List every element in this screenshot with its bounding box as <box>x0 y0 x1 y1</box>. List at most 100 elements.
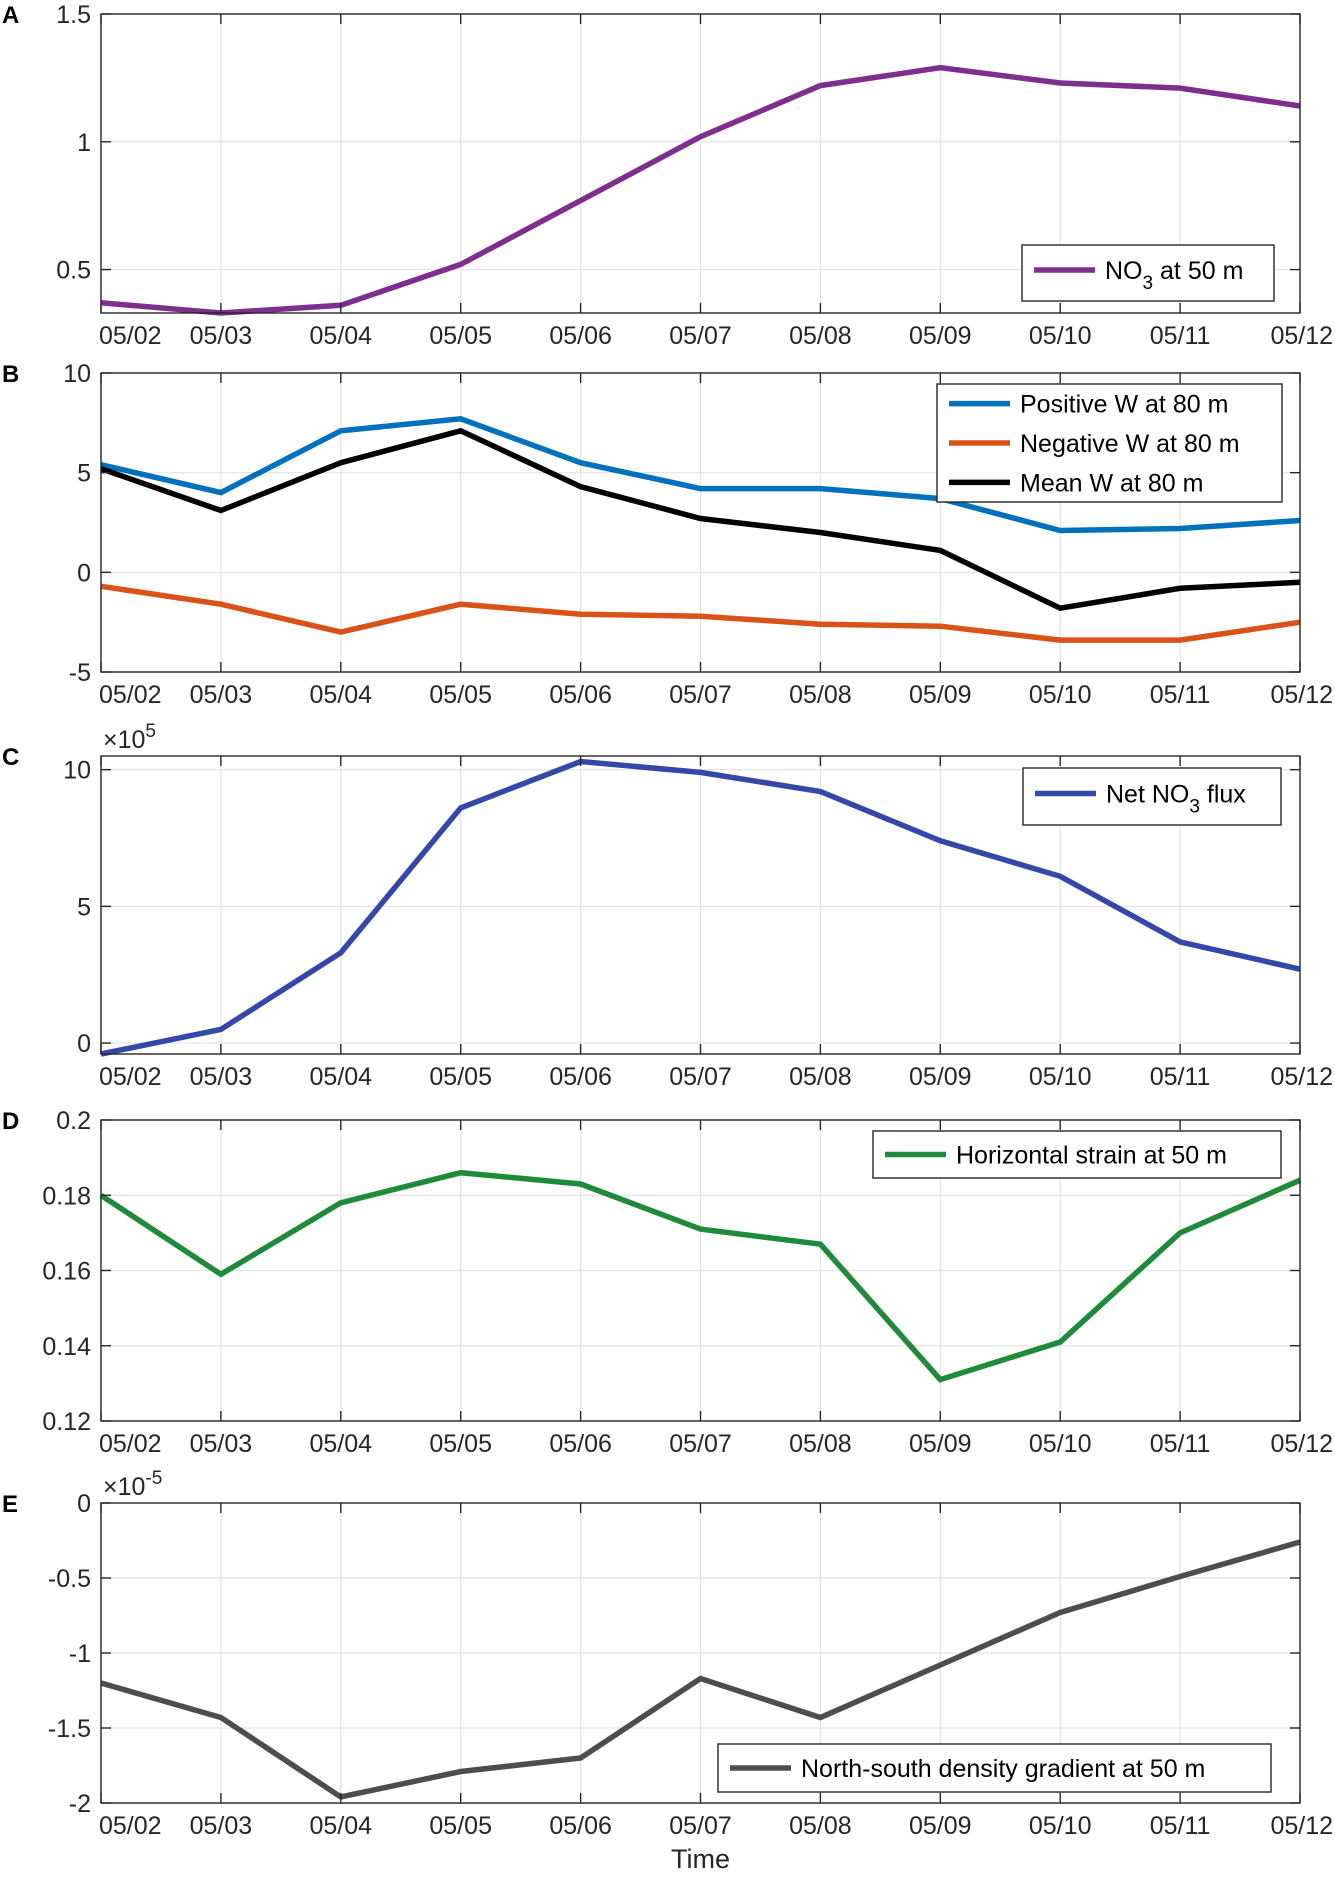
series-line-net-no3-flux <box>100 758 1301 1057</box>
x-tick-label: 05/09 <box>909 322 972 350</box>
y-tick-label: -1 <box>69 1640 91 1668</box>
x-tick-label: 05/11 <box>1150 681 1211 709</box>
x-tick-label: 05/08 <box>789 322 852 350</box>
y-tick-label: -2 <box>69 1790 91 1818</box>
tick-marks <box>100 1502 1301 1804</box>
tick-marks <box>100 1119 1301 1422</box>
legend-label: Net NO3 flux <box>1106 781 1246 818</box>
panel-e: 05/02 05/03 05/04 05/05 05/06 05/07 05/08 05/09… <box>2 1468 1333 1874</box>
y-tick-label: 5 <box>77 460 91 488</box>
x-axis-label: Time <box>671 1844 730 1874</box>
series-line-no3-at-50-m <box>100 64 1301 316</box>
panel-letter: A <box>2 2 19 29</box>
tick-marks <box>100 756 1301 1054</box>
x-tick-label: 05/09 <box>909 1812 972 1840</box>
y-tick-label: 1.5 <box>56 1 91 29</box>
x-tick-label: 05/06 <box>549 1812 612 1840</box>
legend: Net NO3 flux <box>1022 767 1282 826</box>
x-tick-label: 05/04 <box>310 681 373 709</box>
x-tick-label: 05/05 <box>429 1430 492 1458</box>
y-tick-label: 0.2 <box>56 1107 91 1135</box>
x-tick-label: 05/12 <box>1270 322 1333 350</box>
legend-label: NO3 at 50 m <box>1105 257 1243 294</box>
y-tick-label: 0.16 <box>42 1258 91 1286</box>
x-tick-label: 05/04 <box>310 1812 373 1840</box>
legend-box <box>1021 244 1275 302</box>
tick-marks <box>100 13 1301 313</box>
x-tick-label: 05/07 <box>669 681 732 709</box>
y-tick-label: -1.5 <box>48 1715 91 1743</box>
y-tick-label: 0.18 <box>42 1182 91 1210</box>
x-tick-label: 05/03 <box>190 1430 253 1458</box>
series-line-negative-w-at-80-m <box>100 583 1301 643</box>
legend-label: Mean W at 80 m <box>1020 469 1203 497</box>
x-tick-label: 05/02 <box>99 681 162 709</box>
legend-label: Horizontal strain at 50 m <box>956 1142 1227 1170</box>
x-tick-label: 05/04 <box>310 322 373 350</box>
panel-letter: E <box>2 1491 18 1518</box>
y-tick-label: 10 <box>63 360 91 388</box>
x-tick-label: 05/08 <box>789 1430 852 1458</box>
y-tick-label: -0.5 <box>48 1565 91 1593</box>
series-line-mean-w-at-80-m <box>100 427 1301 612</box>
x-tick-label: 05/02 <box>99 322 162 350</box>
x-tick-label: 05/06 <box>549 681 612 709</box>
legend: Horizontal strain at 50 m <box>872 1130 1282 1179</box>
legend-label: North-south density gradient at 50 m <box>801 1755 1205 1783</box>
x-tick-label: 05/05 <box>429 681 492 709</box>
x-tick-label: 05/05 <box>429 1063 492 1091</box>
x-tick-label: 05/03 <box>190 1812 253 1840</box>
x-tick-label: 05/11 <box>1150 1430 1211 1458</box>
y-tick-label: 0.5 <box>56 257 91 285</box>
series-line-positive-w-at-80-m <box>100 416 1301 534</box>
legend: Positive W at 80 m Negative W at 80 m Mean… <box>936 383 1283 503</box>
y-exponent-label: ×10-5 <box>103 1468 162 1501</box>
legend-label: Positive W at 80 m <box>1020 391 1228 419</box>
legend: NO3 at 50 m <box>1021 244 1275 302</box>
x-tick-label: 05/08 <box>789 1812 852 1840</box>
panel-c: 05/02 05/03 05/04 05/05 05/06 05/07 05/08 05/09… <box>2 721 1333 1091</box>
y-tick-label: 10 <box>63 757 91 785</box>
y-tick-label: 5 <box>77 893 91 921</box>
legend-box <box>717 1743 1272 1793</box>
x-tick-label: 05/04 <box>310 1430 373 1458</box>
x-tick-label: 05/03 <box>190 322 253 350</box>
y-tick-label: 0 <box>77 1490 91 1518</box>
x-tick-label: 05/02 <box>99 1812 162 1840</box>
x-tick-label: 05/12 <box>1270 1812 1333 1840</box>
x-tick-label: 05/06 <box>549 1430 612 1458</box>
x-tick-label: 05/03 <box>190 1063 253 1091</box>
series-line-horizontal-strain-at-50-m <box>99 1169 1302 1383</box>
y-tick-label: 0.14 <box>42 1333 91 1361</box>
x-tick-label: 05/09 <box>909 681 972 709</box>
x-tick-label: 05/09 <box>909 1430 972 1458</box>
x-tick-label: 05/11 <box>1150 322 1211 350</box>
series-line-north-south-density-gradient-at-50-m <box>100 1539 1301 1800</box>
x-tick-label: 05/12 <box>1270 1063 1333 1091</box>
x-tick-label: 05/11 <box>1150 1063 1211 1091</box>
x-tick-label: 05/03 <box>190 681 253 709</box>
x-tick-label: 05/08 <box>789 681 852 709</box>
x-tick-label: 05/12 <box>1270 681 1333 709</box>
x-tick-label: 05/07 <box>669 1812 732 1840</box>
legend-label: Negative W at 80 m <box>1020 430 1240 458</box>
x-tick-label: 05/10 <box>1029 681 1092 709</box>
legend-box <box>1022 767 1282 826</box>
x-tick-label: 05/05 <box>429 322 492 350</box>
panel-b: 05/02 05/03 05/04 05/05 05/06 05/07 05/08 05/09… <box>2 360 1333 709</box>
y-tick-label: -5 <box>69 659 91 687</box>
panel-letter: D <box>2 1108 19 1135</box>
panel-d: 05/02 05/03 05/04 05/05 05/06 05/07 05/08 05/09… <box>2 1107 1333 1458</box>
y-exponent-label: ×105 <box>103 721 156 754</box>
x-tick-label: 05/12 <box>1270 1430 1333 1458</box>
x-tick-label: 05/10 <box>1029 1063 1092 1091</box>
x-tick-label: 05/02 <box>99 1063 162 1091</box>
x-tick-label: 05/09 <box>909 1063 972 1091</box>
x-tick-label: 05/11 <box>1150 1812 1211 1840</box>
x-tick-label: 05/02 <box>99 1430 162 1458</box>
y-tick-label: 0 <box>77 1030 91 1058</box>
x-tick-label: 05/07 <box>669 322 732 350</box>
panel-a: 05/02 05/03 05/04 05/05 05/06 05/07 05/08 05/09… <box>2 1 1333 350</box>
x-tick-label: 05/06 <box>549 322 612 350</box>
x-tick-label: 05/04 <box>310 1063 373 1091</box>
